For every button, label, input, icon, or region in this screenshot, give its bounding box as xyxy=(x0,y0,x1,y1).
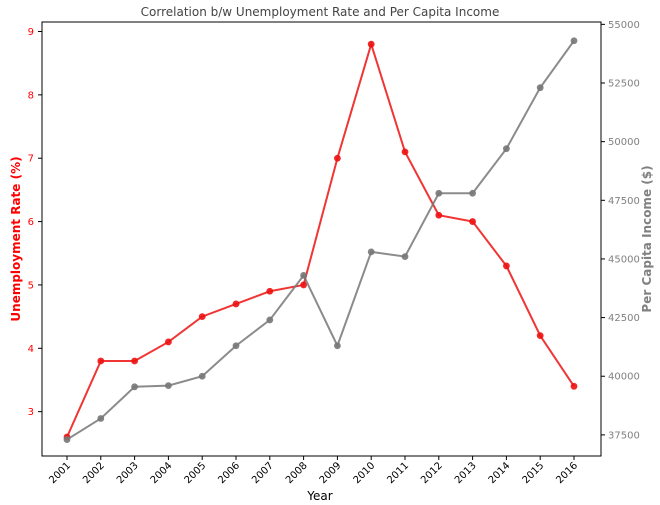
unemployment-point xyxy=(334,154,341,162)
unemployment-point xyxy=(165,338,172,346)
unemployment-point xyxy=(536,332,544,340)
income-point xyxy=(63,436,71,443)
left-y-axis-label: Unemployment Rate (%) xyxy=(9,156,23,321)
right-y-tick-label: 52500 xyxy=(608,78,640,89)
right-y-tick-label: 37500 xyxy=(608,430,640,441)
income-point xyxy=(198,372,206,380)
x-tick-label: 2013 xyxy=(453,460,479,486)
x-axis-label: Year xyxy=(306,489,332,503)
income-point xyxy=(367,248,375,256)
x-tick-label: 2011 xyxy=(385,460,411,486)
unemployment-point xyxy=(131,357,139,365)
unemployment-point xyxy=(300,281,307,289)
unemployment-point xyxy=(435,211,443,219)
x-tick-label: 2006 xyxy=(216,460,242,486)
left-y-tick-label: 6 xyxy=(28,217,34,228)
left-y-tick-label: 7 xyxy=(28,154,34,165)
income-point xyxy=(165,382,172,390)
unemployment-point xyxy=(266,287,274,295)
left-y-tick-label: 8 xyxy=(28,90,34,101)
unemployment-point xyxy=(232,300,240,308)
income-point xyxy=(266,316,274,324)
income-point xyxy=(300,271,307,279)
unemployment-point xyxy=(97,357,105,365)
unemployment-point xyxy=(367,40,375,48)
income-point xyxy=(469,189,476,197)
income-series xyxy=(63,37,578,443)
income-point xyxy=(232,342,240,350)
unemployment-point xyxy=(570,382,578,390)
unemployment-series xyxy=(63,40,578,441)
x-tick-label: 2016 xyxy=(554,460,580,486)
x-tick-label: 2007 xyxy=(250,460,276,486)
left-y-axis: 3 4 5 6 7 8 9 xyxy=(28,27,42,418)
series-layer xyxy=(63,37,578,443)
x-tick-label: 2012 xyxy=(419,460,445,486)
left-y-tick-label: 9 xyxy=(28,27,34,38)
right-y-tick-label: 45000 xyxy=(608,254,640,265)
x-tick-label: 2015 xyxy=(521,460,547,486)
plot-border xyxy=(41,21,602,457)
x-tick-label: 2008 xyxy=(284,460,310,486)
left-y-tick-label: 5 xyxy=(28,280,34,291)
income-point xyxy=(570,37,578,45)
x-tick-label: 2010 xyxy=(352,460,378,486)
x-tick-label: 2005 xyxy=(183,460,209,486)
chart-title: Correlation b/w Unemployment Rate and Pe… xyxy=(141,5,500,19)
x-tick-label: 2003 xyxy=(115,460,141,486)
unemployment-point xyxy=(503,262,510,270)
x-tick-label: 2001 xyxy=(47,460,73,486)
income-point xyxy=(97,415,105,422)
plot-frame xyxy=(41,21,602,457)
right-y-tick-label: 55000 xyxy=(608,20,640,31)
income-point xyxy=(435,189,443,197)
x-tick-label: 2002 xyxy=(81,460,107,486)
right-y-tick-label: 40000 xyxy=(608,372,640,383)
income-point xyxy=(131,383,139,391)
right-y-axis-label: Per Capita Income ($) xyxy=(640,165,654,312)
unemployment-point xyxy=(469,218,476,225)
right-y-tick-label: 47500 xyxy=(608,196,640,207)
x-tick-label: 2014 xyxy=(487,460,513,486)
unemployment-point xyxy=(401,148,409,156)
right-y-tick-label: 42500 xyxy=(608,313,640,324)
left-y-tick-label: 4 xyxy=(28,344,34,355)
x-tick-label: 2009 xyxy=(318,460,344,486)
left-y-tick-label: 3 xyxy=(28,407,34,418)
x-axis: 2001 2002 2003 2004 2005 2006 2007 2008 2009 2010… xyxy=(47,456,580,486)
right-y-tick-label: 50000 xyxy=(608,137,640,148)
right-y-axis: 37500 40000 42500 45000 47500 50000 52500 55000 xyxy=(601,20,640,441)
unemployment-point xyxy=(198,313,206,321)
income-point xyxy=(334,342,341,350)
income-point xyxy=(503,145,510,153)
income-line xyxy=(66,40,575,441)
income-point xyxy=(401,253,409,260)
unemployment-line xyxy=(66,40,575,438)
x-tick-label: 2004 xyxy=(149,460,175,486)
income-point xyxy=(536,84,544,92)
